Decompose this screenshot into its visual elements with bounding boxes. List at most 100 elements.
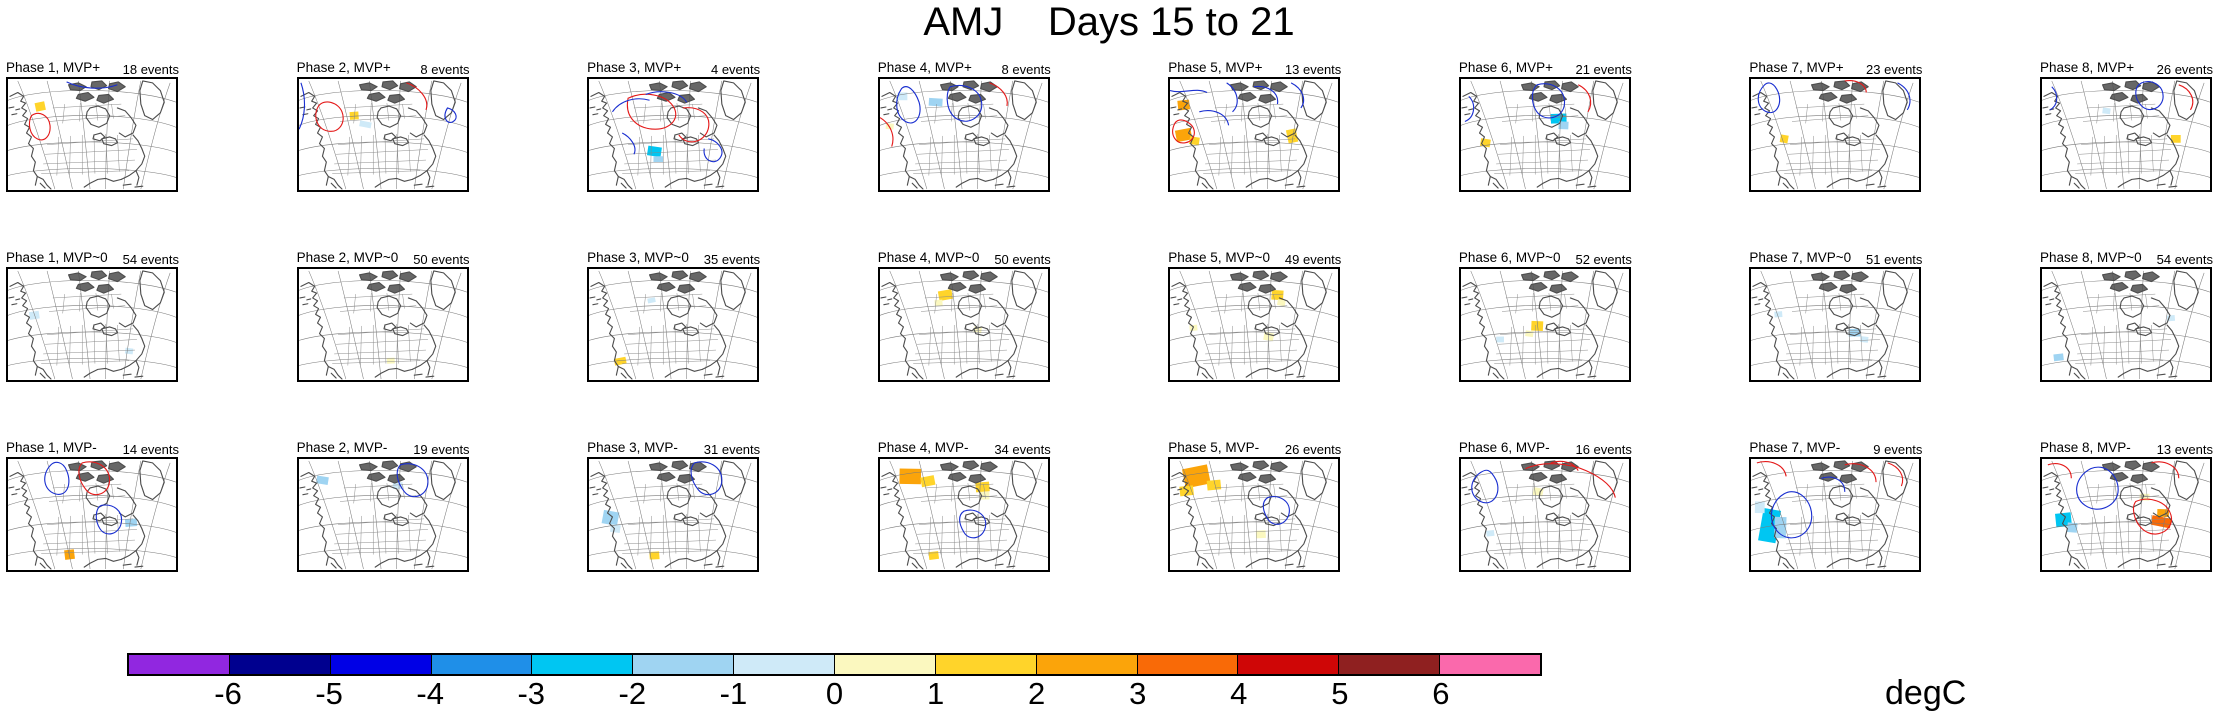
panel-title: Phase 4, MVP~0 bbox=[877, 250, 980, 265]
panel-header: Phase 1, MVP+ 18 events bbox=[4, 60, 180, 80]
map-panel[interactable]: Phase 1, MVP~0 54 events bbox=[4, 250, 180, 433]
panel-title: Phase 8, MVP~0 bbox=[2040, 250, 2142, 265]
panel-event-count: 21 events bbox=[1575, 62, 1632, 77]
map-panel[interactable]: Phase 3, MVP- 31 events bbox=[585, 440, 761, 623]
colorbar-band bbox=[129, 655, 230, 674]
panel-title: Phase 5, MVP~0 bbox=[1168, 250, 1270, 265]
map-panel[interactable]: Phase 8, MVP- 13 events bbox=[2038, 440, 2214, 623]
map-panel[interactable]: Phase 7, MVP~0 51 events bbox=[1747, 250, 1923, 433]
north-america-map[interactable] bbox=[587, 77, 760, 192]
map-panel[interactable]: Phase 3, MVP+ 4 events bbox=[585, 60, 761, 243]
colorbar-container: -6 -5 -4 -3 -2 -1 0 1 2 3 4 5 6 degC bbox=[0, 645, 2218, 711]
north-america-map[interactable] bbox=[587, 267, 760, 382]
panel-title: Phase 7, MVP~0 bbox=[1749, 250, 1852, 265]
north-america-map[interactable] bbox=[2040, 457, 2212, 572]
north-america-map[interactable] bbox=[296, 77, 469, 192]
north-america-map[interactable] bbox=[1458, 77, 1631, 192]
panel-title: Phase 1, MVP~0 bbox=[6, 250, 108, 265]
map-panel[interactable]: Phase 5, MVP~0 49 events bbox=[1166, 250, 1342, 433]
panel-header: Phase 5, MVP- 26 events bbox=[1166, 440, 1342, 460]
map-panel[interactable]: Phase 2, MVP- 19 events bbox=[295, 440, 471, 623]
north-america-map[interactable] bbox=[877, 267, 1050, 382]
colorbar-tick: 3 bbox=[1129, 676, 1147, 711]
north-america-map[interactable] bbox=[1168, 77, 1341, 192]
panel-title: Phase 4, MVP+ bbox=[877, 60, 972, 75]
panel-event-count: 26 events bbox=[1284, 442, 1342, 457]
panel-title: Phase 3, MVP+ bbox=[587, 60, 682, 75]
map-panel[interactable]: Phase 2, MVP+ 8 events bbox=[295, 60, 471, 243]
panel-title: Phase 5, MVP- bbox=[1168, 440, 1260, 455]
north-america-map[interactable] bbox=[296, 457, 469, 572]
north-america-map[interactable] bbox=[296, 267, 469, 382]
panel-title: Phase 1, MVP+ bbox=[6, 60, 101, 75]
map-panel[interactable]: Phase 1, MVP+ 18 events bbox=[4, 60, 180, 243]
north-america-map[interactable] bbox=[1458, 457, 1631, 572]
panel-event-count: 31 events bbox=[703, 442, 761, 457]
map-panel[interactable]: Phase 5, MVP- 26 events bbox=[1166, 440, 1342, 623]
north-america-map[interactable] bbox=[6, 267, 178, 382]
panel-header: Phase 1, MVP- 14 events bbox=[4, 440, 180, 460]
north-america-map[interactable] bbox=[587, 457, 760, 572]
colorbar-band bbox=[935, 655, 1037, 674]
colorbar-tick: 5 bbox=[1331, 676, 1349, 711]
map-panel[interactable]: Phase 4, MVP~0 50 events bbox=[876, 250, 1052, 433]
panel-row-mvp: Phase 1, MVP- 14 events Phase 2, MVP- 19 ev… bbox=[0, 440, 2218, 623]
map-panel[interactable]: Phase 6, MVP- 16 events bbox=[1457, 440, 1633, 623]
panel-event-count: 34 events bbox=[994, 442, 1051, 457]
north-america-map[interactable] bbox=[2040, 267, 2212, 382]
map-panel[interactable]: Phase 4, MVP- 34 events bbox=[876, 440, 1052, 623]
panel-title: Phase 6, MVP+ bbox=[1458, 60, 1554, 75]
colorbar-band bbox=[1036, 655, 1138, 674]
panel-title: Phase 8, MVP- bbox=[2040, 440, 2131, 455]
panel-header: Phase 4, MVP~0 50 events bbox=[876, 250, 1052, 270]
north-america-map[interactable] bbox=[1749, 77, 1922, 192]
map-panel[interactable]: Phase 6, MVP~0 52 events bbox=[1457, 250, 1633, 433]
map-panel[interactable]: Phase 5, MVP+ 13 events bbox=[1166, 60, 1342, 243]
panel-header: Phase 2, MVP~0 50 events bbox=[295, 250, 471, 270]
panel-header: Phase 6, MVP- 16 events bbox=[1457, 440, 1633, 460]
panel-header: Phase 5, MVP~0 49 events bbox=[1166, 250, 1342, 270]
map-panel[interactable]: Phase 4, MVP+ 8 events bbox=[876, 60, 1052, 243]
north-america-map[interactable] bbox=[1749, 457, 1922, 572]
panel-event-count: 18 events bbox=[122, 62, 179, 77]
north-america-map[interactable] bbox=[2040, 77, 2212, 192]
north-america-map[interactable] bbox=[1458, 267, 1631, 382]
panel-event-count: 49 events bbox=[1284, 252, 1342, 267]
colorbar-tick: -6 bbox=[214, 676, 242, 711]
panel-title: Phase 2, MVP+ bbox=[296, 60, 391, 75]
panel-title: Phase 4, MVP- bbox=[877, 440, 969, 455]
panel-event-count: 52 events bbox=[1575, 252, 1632, 267]
north-america-map[interactable] bbox=[1749, 267, 1922, 382]
panel-header: Phase 7, MVP+ 23 events bbox=[1747, 60, 1923, 80]
map-panel[interactable]: Phase 2, MVP~0 50 events bbox=[295, 250, 471, 433]
panel-event-count: 4 events bbox=[710, 62, 761, 77]
panel-header: Phase 1, MVP~0 54 events bbox=[4, 250, 180, 270]
map-panel[interactable]: Phase 3, MVP~0 35 events bbox=[585, 250, 761, 433]
map-panel[interactable]: Phase 8, MVP~0 54 events bbox=[2038, 250, 2214, 433]
north-america-map[interactable] bbox=[1168, 457, 1341, 572]
colorbar-tick: -4 bbox=[416, 676, 444, 711]
colorbar-tick: 6 bbox=[1432, 676, 1450, 711]
panel-event-count: 50 events bbox=[994, 252, 1051, 267]
map-panel[interactable]: Phase 1, MVP- 14 events bbox=[4, 440, 180, 623]
panel-header: Phase 4, MVP- 34 events bbox=[876, 440, 1052, 460]
panel-event-count: 16 events bbox=[1575, 442, 1632, 457]
colorbar-tick: 2 bbox=[1028, 676, 1046, 711]
north-america-map[interactable] bbox=[1168, 267, 1341, 382]
north-america-map[interactable] bbox=[877, 77, 1050, 192]
colorbar-tick-labels: -6 -5 -4 -3 -2 -1 0 1 2 3 4 5 6 bbox=[127, 676, 1542, 711]
panel-grid: Phase 1, MVP+ 18 events Phase 2, MVP+ 8 eve… bbox=[0, 60, 2218, 625]
north-america-map[interactable] bbox=[877, 457, 1050, 572]
colorbar-band bbox=[734, 655, 836, 674]
panel-title: Phase 6, MVP- bbox=[1458, 440, 1550, 455]
north-america-map[interactable] bbox=[6, 77, 178, 192]
colorbar-tick: -1 bbox=[719, 676, 748, 711]
panel-header: Phase 6, MVP~0 52 events bbox=[1457, 250, 1633, 270]
map-panel[interactable]: Phase 7, MVP+ 23 events bbox=[1747, 60, 1923, 243]
north-america-map[interactable] bbox=[6, 457, 178, 572]
map-panel[interactable]: Phase 6, MVP+ 21 events bbox=[1457, 60, 1633, 243]
panel-header: Phase 3, MVP~0 35 events bbox=[585, 250, 761, 270]
colorbar-band bbox=[431, 655, 533, 674]
map-panel[interactable]: Phase 7, MVP- 9 events bbox=[1747, 440, 1923, 623]
map-panel[interactable]: Phase 8, MVP+ 26 events bbox=[2038, 60, 2214, 243]
